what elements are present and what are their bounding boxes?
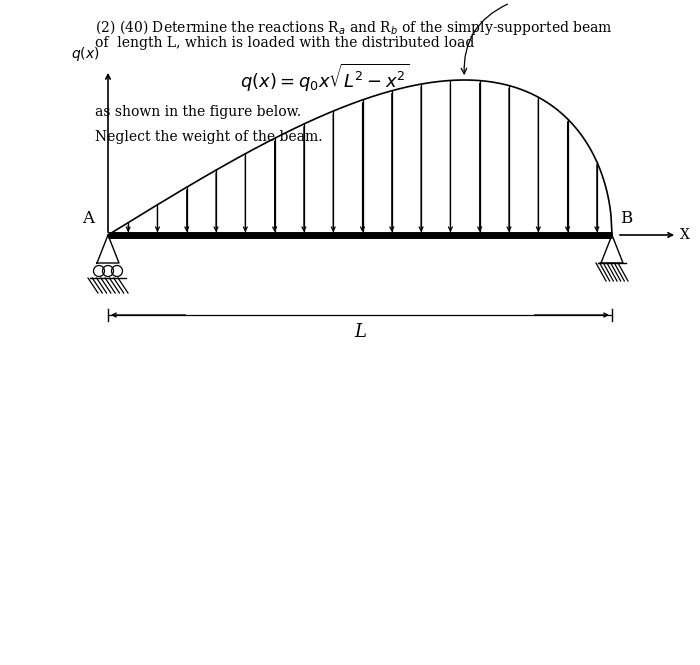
Text: L: L	[354, 323, 366, 341]
Text: X: X	[680, 228, 690, 242]
Text: (2) (40) Determine the reactions R$_a$ and R$_b$ of the simply-supported beam: (2) (40) Determine the reactions R$_a$ a…	[95, 18, 612, 37]
Text: A: A	[82, 210, 94, 227]
Text: of  length L, which is loaded with the distributed load: of length L, which is loaded with the di…	[95, 36, 475, 50]
Text: Neglect the weight of the beam.: Neglect the weight of the beam.	[95, 130, 323, 144]
Text: as shown in the figure below.: as shown in the figure below.	[95, 105, 301, 119]
Text: $q(x) = q_0 x\sqrt{L^2 - x^2}$: $q(x) = q_0 x\sqrt{L^2 - x^2}$	[240, 62, 410, 94]
Text: B: B	[620, 210, 632, 227]
Text: $q(x)$: $q(x)$	[71, 45, 100, 63]
